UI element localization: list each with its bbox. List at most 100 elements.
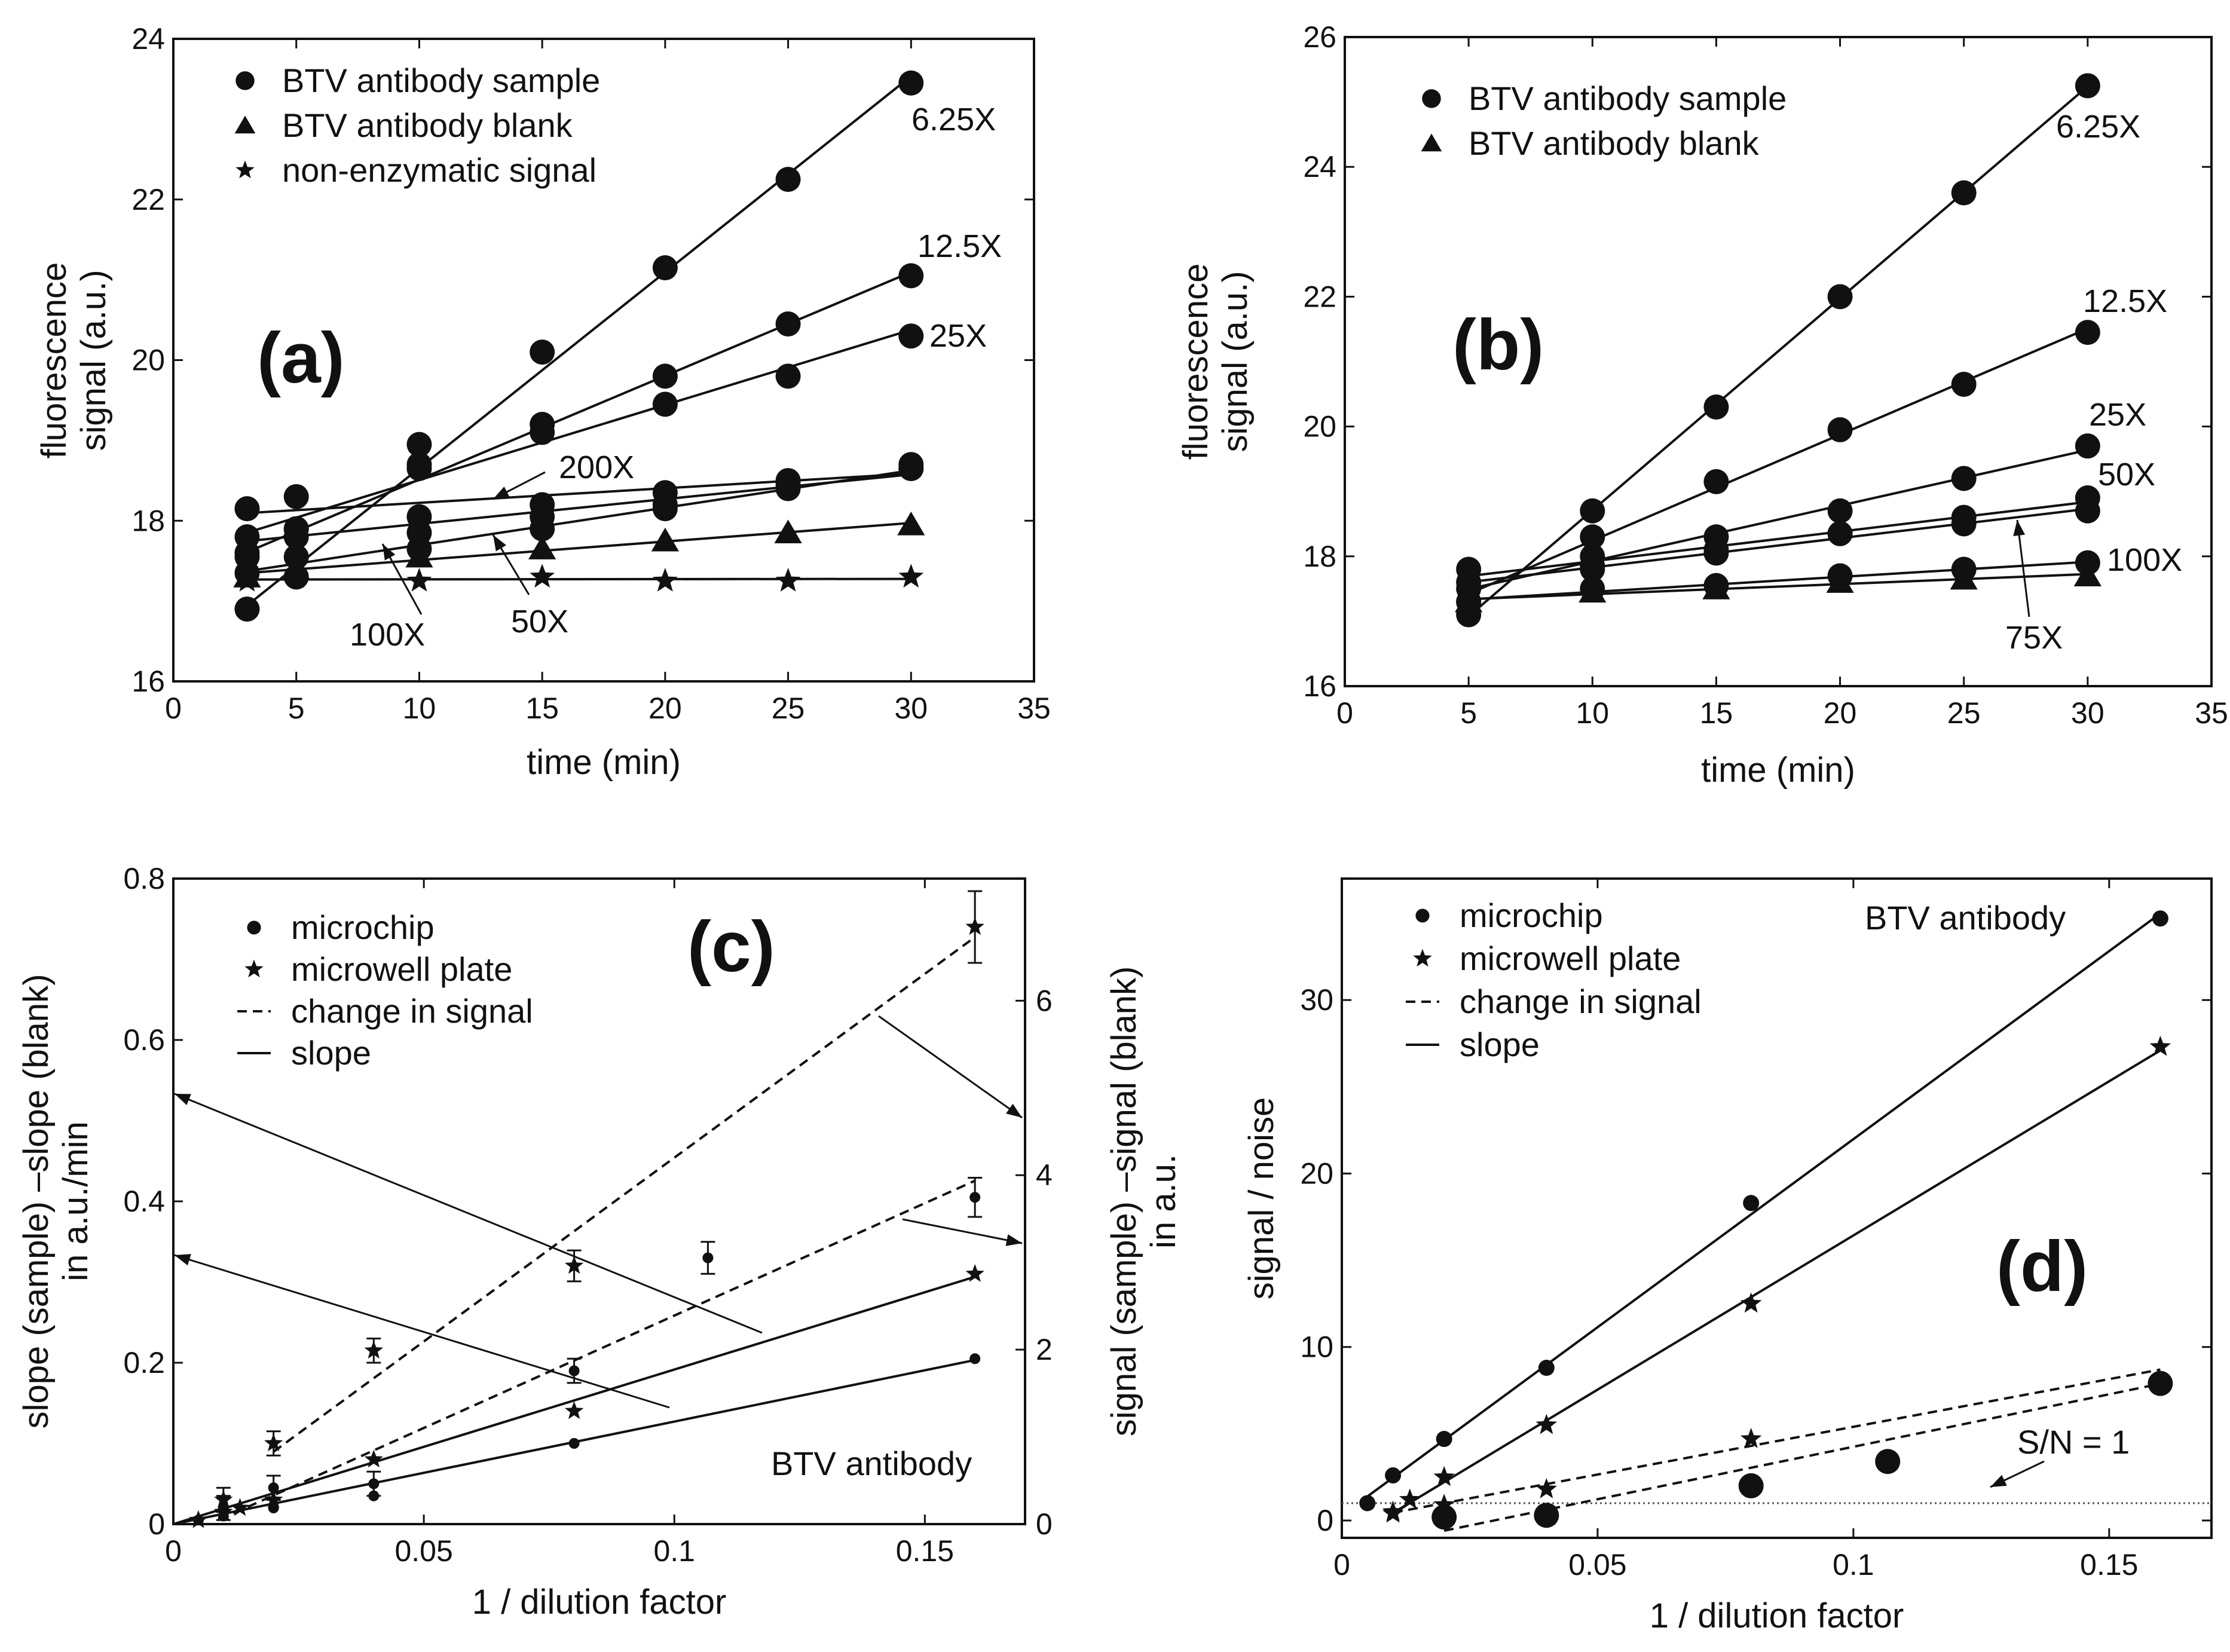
annotation-arrowhead — [383, 544, 396, 561]
panel-label: (d) — [1996, 1226, 2088, 1307]
legend-label: microwell plate — [291, 950, 512, 988]
annotation-text: BTV antibody — [771, 1445, 972, 1482]
y2-tick-label: 4 — [1036, 1158, 1053, 1192]
data-point — [965, 917, 984, 935]
data-point — [406, 455, 432, 481]
data-point — [528, 536, 556, 559]
legend-marker — [234, 115, 256, 134]
fit-line — [246, 75, 912, 607]
data-point — [1951, 372, 1977, 397]
fit-line — [1469, 573, 2088, 601]
data-point — [1740, 1427, 1762, 1448]
annotation-arrowhead — [493, 487, 510, 499]
data-point — [1579, 579, 1607, 603]
series-label: 12.5X — [917, 228, 1002, 264]
fit-line — [246, 271, 912, 553]
x-tick-label: 25 — [772, 692, 805, 725]
y-axis-label: signal (sample) –signal (blank)in a.u. — [1105, 966, 1183, 1437]
x-tick-label: 30 — [894, 692, 928, 725]
y-tick-label: 20 — [131, 344, 165, 377]
data-point — [568, 1365, 580, 1376]
x-tick-label: 0 — [1333, 1548, 1350, 1581]
data-point — [406, 432, 432, 457]
series-label: 6.25X — [911, 102, 996, 137]
data-point — [1399, 1488, 1421, 1509]
data-point — [775, 363, 801, 389]
data-point — [1826, 569, 1854, 593]
data-point — [898, 323, 924, 349]
data-point — [1580, 498, 1605, 524]
x-tick-label: 0.15 — [896, 1534, 954, 1568]
legend-label: BTV antibody blank — [282, 106, 573, 144]
panel-b: 0 5 10 15 20 25 30 35 16 18 20 22 24 26 time (min) fluo… — [1176, 20, 2228, 790]
data-point — [1538, 1360, 1555, 1376]
x-tick-label: 0 — [1336, 696, 1353, 730]
data-point — [564, 1256, 584, 1274]
y-tick-label: 22 — [131, 183, 165, 216]
annotation-arrowhead — [175, 1094, 191, 1106]
y-axis-label-line: fluorescence — [35, 262, 74, 459]
data-point — [1827, 498, 1853, 524]
x-tick-label: 20 — [648, 692, 682, 725]
data-point — [1436, 1431, 1452, 1448]
legend-label: microchip — [291, 908, 435, 946]
data-point — [1359, 1495, 1376, 1512]
panel-a: 0 5 10 15 20 25 30 35 16 18 20 22 24 time (min) fluore… — [35, 22, 1051, 782]
data-point — [1702, 576, 1730, 599]
data-point — [1827, 417, 1853, 443]
data-point — [406, 568, 432, 592]
series-label: 100X — [2107, 542, 2182, 578]
x-tick-label: 35 — [2195, 696, 2228, 730]
y2-tick-label: 2 — [1036, 1333, 1053, 1366]
data-point — [530, 339, 555, 365]
fit-line — [1469, 561, 2088, 601]
data-point — [897, 511, 925, 536]
data-point — [1433, 1466, 1455, 1486]
y-tick-label: 26 — [1303, 20, 1336, 54]
annotation-arrowhead — [175, 1254, 191, 1266]
x-tick-label: 10 — [1576, 696, 1609, 730]
fit-line — [1468, 507, 2088, 583]
series-label: 100X — [350, 617, 425, 653]
fit-line — [1393, 1368, 2161, 1514]
legend-marker — [1422, 89, 1441, 108]
y-axis-label: signal / noise — [1242, 1097, 1281, 1300]
data-point — [364, 1449, 383, 1468]
fit-line — [173, 1275, 975, 1525]
data-point — [1580, 556, 1605, 582]
y-axis-label-line: in a.u. — [1144, 1154, 1183, 1249]
y2-tick-label: 0 — [1036, 1507, 1053, 1541]
data-point — [1703, 469, 1729, 494]
data-point — [1534, 1503, 1559, 1528]
data-point — [652, 391, 678, 417]
series-label: 75X — [2005, 620, 2063, 656]
y-tick-label: 10 — [1300, 1330, 1333, 1364]
x-tick-label: 5 — [288, 692, 305, 725]
y-axis-label-line: signal (sample) –signal (blank) — [1105, 966, 1143, 1437]
data-point — [1433, 1494, 1455, 1514]
plot-frame — [1344, 36, 2213, 687]
data-point — [1703, 394, 1729, 420]
data-point — [368, 1478, 380, 1489]
data-point — [2075, 73, 2100, 99]
legend-marker — [244, 959, 264, 978]
annotation-arrowhead — [1006, 1103, 1022, 1118]
data-point — [702, 1252, 714, 1264]
legend-marker — [247, 920, 261, 935]
data-point — [234, 568, 260, 592]
data-point — [1951, 466, 1977, 491]
legend-label: non-enzymatic signal — [282, 151, 596, 189]
data-point — [530, 420, 555, 445]
legend-label: slope — [1460, 1026, 1540, 1063]
x-axis-label: 1 / dilution factor — [472, 1583, 727, 1622]
data-point — [405, 543, 433, 568]
panel-label: (b) — [1452, 305, 1544, 385]
y-axis-label-line: signal (a.u.) — [74, 270, 113, 451]
series-label: 25X — [929, 318, 987, 354]
fit-line — [1366, 912, 2161, 1498]
data-point — [268, 1482, 279, 1494]
data-point — [1740, 1292, 1762, 1313]
data-point — [775, 476, 801, 501]
series-label: 25X — [2089, 397, 2146, 433]
